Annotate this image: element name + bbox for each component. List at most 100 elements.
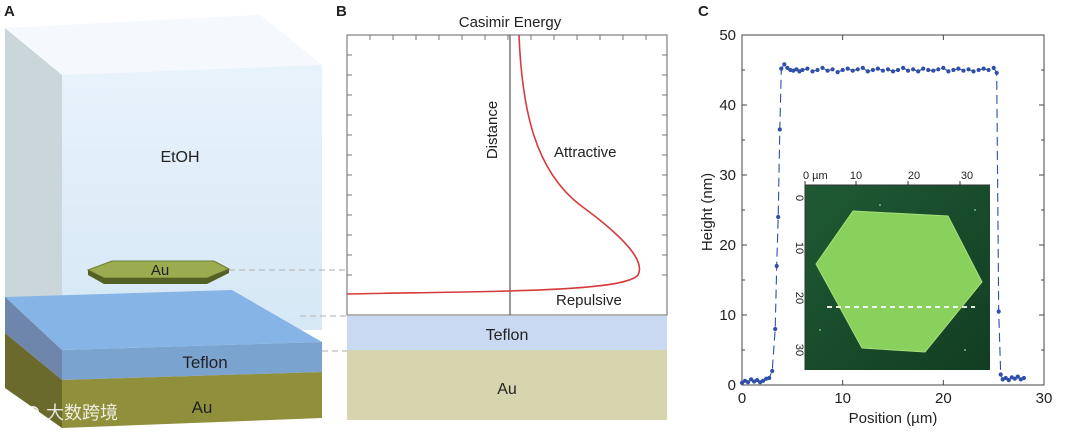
panel-b-letter: B (336, 3, 347, 20)
height-data-point (739, 380, 745, 385)
height-data-point (981, 66, 986, 71)
x-tick-label: 0 (738, 390, 746, 407)
height-data-point (890, 69, 896, 74)
energy-plot-frame (346, 34, 668, 316)
x-tick-label: 10 (834, 390, 851, 407)
height-profile-series (739, 62, 1026, 385)
height-data-point (865, 69, 870, 74)
height-data-point (850, 68, 855, 73)
height-data-point (986, 67, 991, 73)
inset-x-tick-0: 0 µm (803, 170, 828, 182)
repulsive-label: Repulsive (556, 292, 622, 309)
height-data-point (956, 66, 961, 71)
height-data-point (782, 62, 787, 67)
teflon-front (62, 342, 322, 380)
height-data-point (1015, 374, 1020, 379)
height-data-point (845, 66, 850, 71)
height-data-point (976, 67, 981, 73)
height-data-point (911, 67, 916, 72)
etoh-box-top (5, 15, 322, 75)
watermark-logo-icon (11, 404, 27, 420)
y-tick-label: 10 (719, 307, 736, 324)
x-axis-label: Position (µm) (849, 410, 938, 427)
au-substrate-b (347, 350, 667, 420)
teflon-label-b: Teflon (486, 327, 529, 344)
height-data-point (815, 67, 820, 73)
panel-c-letter: C (698, 3, 709, 20)
y-tick-label: 0 (728, 377, 736, 394)
casimir-title: Casimir Energy (459, 14, 562, 31)
y-tick-label: 40 (719, 97, 736, 114)
watermark-text: 大数跨境 (46, 403, 118, 424)
height-data-point (860, 65, 865, 70)
y-axis-label: Height (nm) (699, 173, 716, 251)
height-data-point (998, 372, 1003, 377)
attractive-label: Attractive (554, 144, 617, 161)
height-data-point (961, 68, 966, 73)
afm-inset: 0 µm 10 20 30 0 10 20 30 (793, 170, 990, 370)
height-data-point (1006, 378, 1011, 383)
height-data-point (779, 66, 784, 71)
height-data-point (880, 68, 886, 73)
height-data-point (1012, 376, 1017, 381)
au-substrate-side (5, 333, 62, 428)
inset-x-tick-30: 30 (961, 170, 973, 182)
panel-a-letter: A (4, 3, 15, 20)
height-data-point (810, 69, 815, 74)
profile-axes: 0 10 20 30 0 10 20 30 40 50 (719, 27, 1052, 407)
etoh-box-front (62, 65, 322, 330)
y-tick-label: 50 (719, 27, 736, 44)
height-data-point (830, 67, 835, 72)
height-data-point (996, 309, 1001, 314)
au-label-b: Au (497, 381, 517, 398)
height-data-point (971, 69, 976, 74)
y-tick-label: 20 (719, 237, 736, 254)
inset-y-tick-10: 10 (793, 242, 805, 254)
height-data-point (931, 68, 936, 73)
afm-flake (815, 210, 983, 353)
height-data-point (906, 68, 911, 73)
watermark: 大数跨境 (11, 403, 118, 424)
height-data-point (767, 375, 772, 381)
y-tick-label: 30 (719, 167, 736, 184)
height-data-point (855, 67, 860, 72)
inset-y-tick-30: 30 (793, 344, 805, 356)
teflon-layer-b (347, 316, 667, 350)
energy-plot-ticks (347, 35, 667, 276)
height-data-point (941, 65, 946, 70)
height-data-point (840, 67, 845, 73)
inset-y-tick-20: 20 (793, 292, 805, 304)
height-data-point (951, 67, 956, 73)
au-substrate-front (62, 372, 322, 428)
au-substrate-label-a: Au (192, 398, 213, 417)
height-data-point (994, 70, 999, 75)
height-data-point (805, 66, 810, 71)
distance-axis-label: Distance (484, 101, 501, 159)
height-data-point (1003, 375, 1008, 381)
height-data-point (885, 67, 891, 72)
height-data-point (870, 67, 876, 73)
inset-x-tick-10: 10 (850, 170, 862, 182)
x-tick-label: 30 (1036, 390, 1053, 407)
height-data-point (777, 127, 782, 132)
height-data-point (774, 263, 779, 269)
height-data-point (1021, 375, 1026, 381)
teflon-label-a: Teflon (182, 353, 227, 372)
height-data-point (749, 377, 754, 382)
au-flake-edge (88, 269, 229, 284)
panel-b: B Casimir Energy Distance Attractive Rep… (336, 3, 668, 420)
height-data-point (875, 66, 881, 71)
height-data-point (755, 378, 760, 383)
height-data-point (820, 65, 825, 70)
height-data-point (946, 69, 951, 74)
panel-a: A EtOH Au Teflon Au 大数跨境 (4, 3, 322, 428)
teflon-side (5, 297, 62, 380)
height-data-point (901, 65, 906, 70)
height-data-point (895, 67, 901, 73)
casimir-energy-curve (346, 34, 641, 295)
height-data-point (921, 66, 926, 71)
height-data-point (794, 67, 799, 72)
height-data-point (991, 65, 996, 70)
height-data-point (770, 368, 775, 374)
